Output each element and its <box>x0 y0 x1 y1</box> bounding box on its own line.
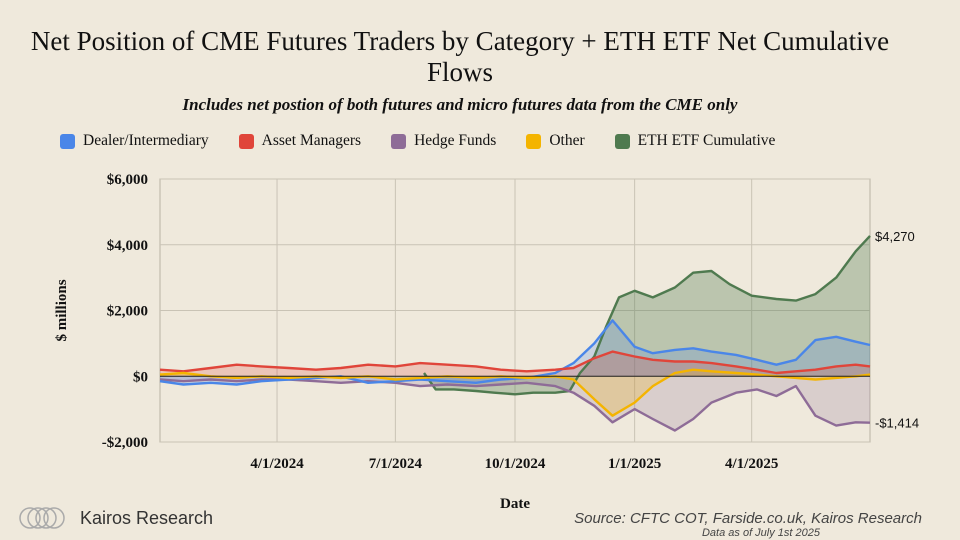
legend-label-other: Other <box>549 132 585 149</box>
area-eth-etf <box>423 235 870 395</box>
legend-item-asset-managers: Asset Managers <box>238 132 362 150</box>
legend-item-hedge-funds: Hedge Funds <box>391 132 496 150</box>
x-tick-label: 4/1/2024 <box>250 456 304 472</box>
y-tick-label: -$2,000 <box>102 435 148 451</box>
legend: Dealer/Intermediary Asset Managers Hedge… <box>60 132 775 150</box>
x-tick-label: 7/1/2024 <box>369 456 423 472</box>
brand-name: Kairos Research <box>80 507 214 528</box>
area-dealer <box>160 320 870 385</box>
y-tick-label: $2,000 <box>107 304 148 320</box>
legend-label-dealer: Dealer/Intermediary <box>83 132 209 149</box>
legend-label-asset-managers: Asset Managers <box>261 132 362 149</box>
kairos-logo-icon <box>19 507 65 529</box>
y-axis-label: $ millions <box>54 279 70 341</box>
y-tick-label: $0 <box>133 369 148 385</box>
legend-swatch-other <box>526 133 542 149</box>
legend-swatch-hedge-funds <box>391 133 407 149</box>
y-tick-label: $6,000 <box>107 172 148 188</box>
legend-label-eth-etf: ETH ETF Cumulative <box>637 132 776 149</box>
footer-brand: Kairos Research <box>18 506 213 530</box>
x-axis-label: Date <box>500 496 530 512</box>
chart-subtitle: Includes net postion of both futures and… <box>182 95 738 114</box>
legend-label-hedge-funds: Hedge Funds <box>414 132 497 149</box>
chart-title: Net Position of CME Futures Traders by C… <box>30 26 890 87</box>
legend-swatch-asset-managers <box>238 133 254 149</box>
x-tick-label: 10/1/2024 <box>485 456 546 472</box>
legend-swatch-dealer <box>60 133 75 149</box>
as-of-note: Data as of July 1st 2025 <box>701 527 820 539</box>
area-hedge-funds <box>160 376 870 431</box>
x-tick-label: 1/1/2025 <box>608 456 661 472</box>
line-asset-managers <box>159 350 871 375</box>
hedge-funds-end-label: -$1,414 <box>875 416 919 431</box>
y-tick-label: $4,000 <box>107 238 148 254</box>
source-note: Source: CFTC COT, Farside.co.uk, Kairos … <box>574 510 922 527</box>
legend-item-dealer: Dealer/Intermediary <box>60 132 209 150</box>
legend-item-eth-etf: ETH ETF Cumulative <box>614 132 776 150</box>
x-tick-label: 4/1/2025 <box>725 456 778 472</box>
legend-item-other: Other <box>526 132 585 150</box>
legend-swatch-eth-etf <box>614 133 630 149</box>
line-eth-etf <box>423 235 871 396</box>
eth-etf-end-label: $4,270 <box>875 229 915 244</box>
